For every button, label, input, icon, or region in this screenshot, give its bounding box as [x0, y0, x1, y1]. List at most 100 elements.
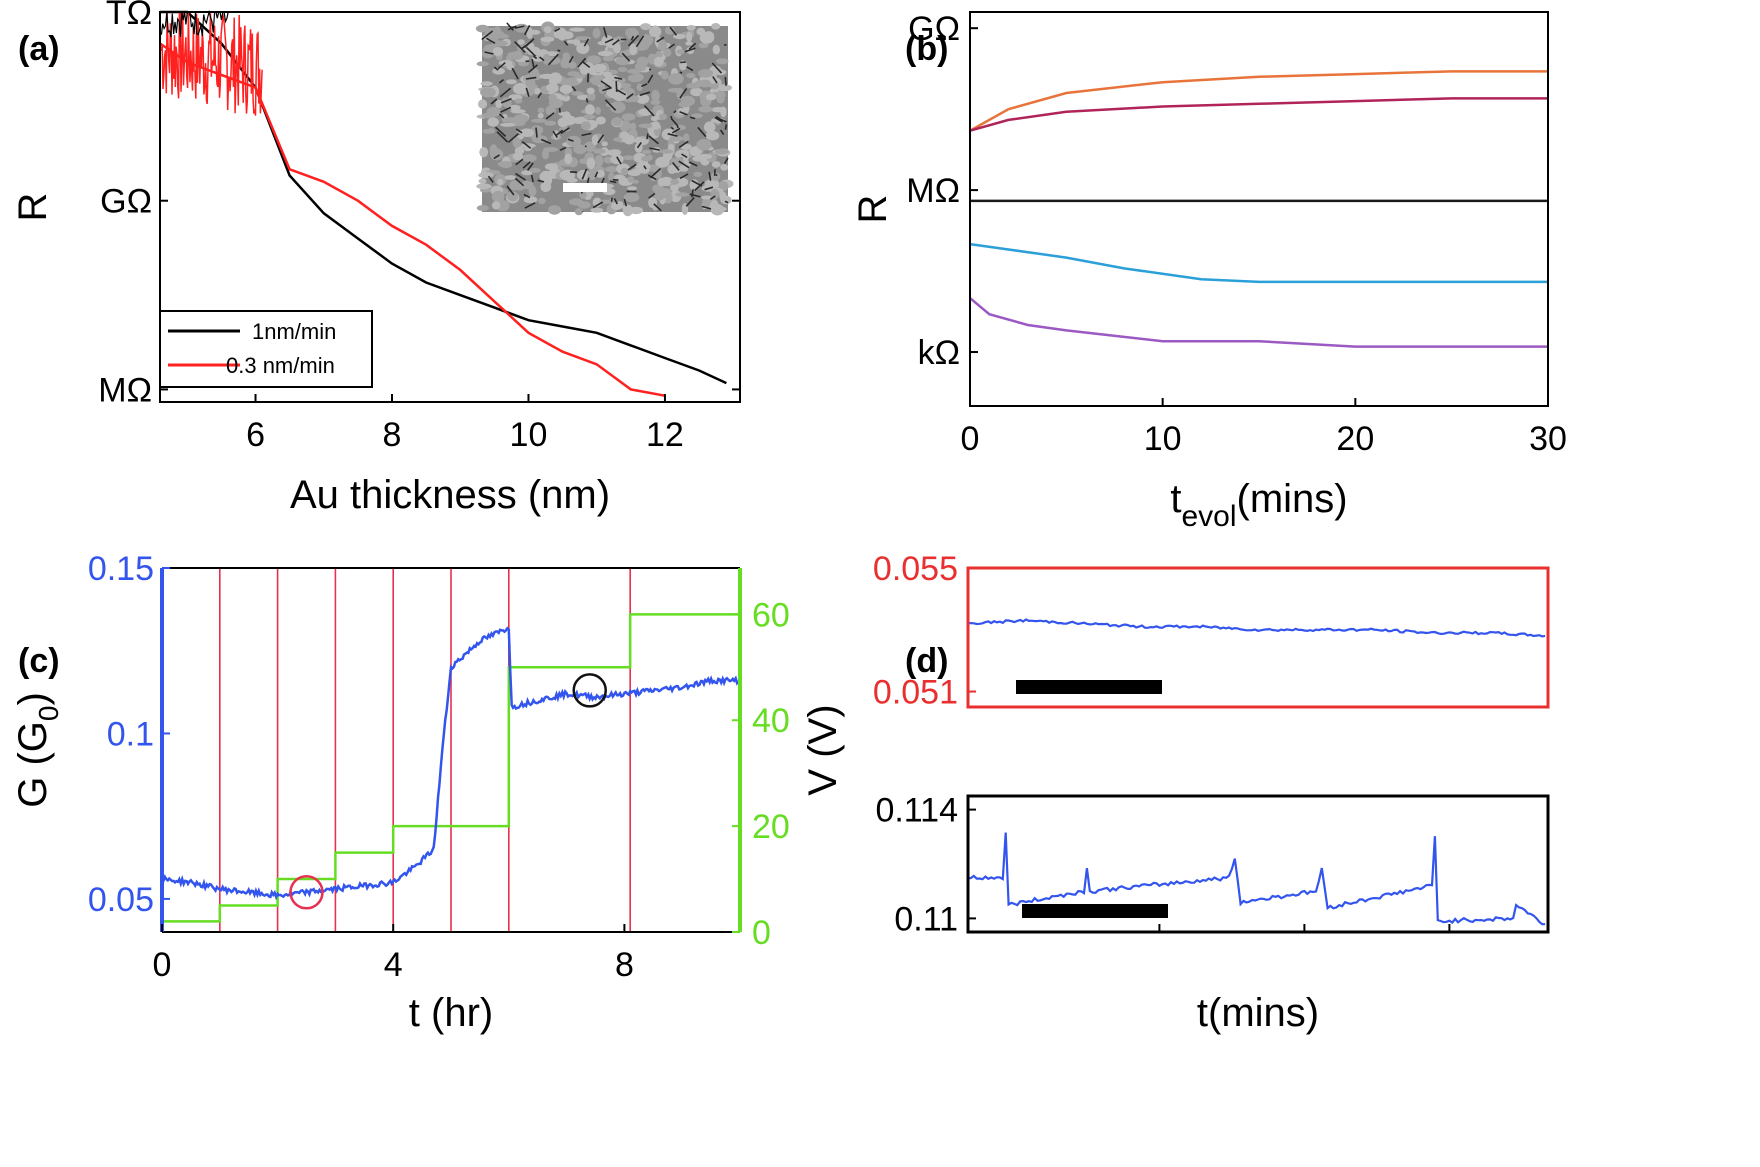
sem-grain [625, 27, 639, 40]
sem-grain [497, 178, 504, 186]
sem-grain [623, 192, 640, 203]
sem-crack [616, 89, 627, 96]
sem-crack [521, 140, 532, 149]
sem-crack [647, 74, 654, 84]
sem-crack [581, 168, 588, 180]
sem-grain [690, 87, 703, 97]
sem-crack [641, 83, 648, 88]
sem-crack [685, 197, 695, 207]
sem-grain [627, 176, 635, 183]
sem-grain [543, 26, 552, 34]
sem-grain [704, 179, 720, 190]
sem-crack [684, 47, 696, 53]
sem-grain [664, 26, 675, 35]
sem-grain [632, 179, 639, 184]
y-tick-label: MΩ [98, 371, 152, 409]
sem-crack [530, 174, 534, 183]
plot-frame [159, 11, 741, 403]
sem-grain [609, 80, 622, 92]
sem-crack [671, 118, 679, 127]
sem-grain [519, 128, 535, 137]
y-tick-label: kΩ [918, 334, 960, 372]
sem-grain [611, 117, 623, 127]
sem-crack [545, 112, 555, 120]
sem-grain [491, 201, 501, 210]
series-line-bottom [967, 832, 1546, 926]
panel-label-c: (c) [18, 642, 60, 680]
sem-grain [548, 93, 558, 103]
x-tick-label: 8 [383, 416, 402, 454]
sem-grain [626, 186, 638, 191]
sem-grain [667, 88, 684, 93]
sem-crack [597, 134, 605, 144]
sem-grain [642, 149, 652, 155]
scale-bar-bottom [1022, 904, 1168, 918]
sem-grain [680, 143, 692, 150]
sem-grain [611, 202, 623, 211]
sem-grain [681, 95, 695, 107]
sem-grain [659, 149, 674, 154]
plot-frame [969, 11, 1549, 407]
sem-grain [512, 82, 529, 95]
sem-crack [500, 106, 512, 113]
y2-tick-label: 40 [752, 702, 790, 740]
sem-grain [593, 148, 606, 154]
sem-crack [614, 76, 623, 80]
sem-grain [605, 166, 619, 173]
sem-crack [636, 142, 642, 149]
panel-d: 0.051 0.055 0.11 0.114 t(mins) [873, 550, 1550, 1035]
sem-grain [710, 188, 720, 200]
sem-crack [506, 185, 515, 196]
sem-crack [506, 22, 514, 31]
sem-crack [568, 55, 574, 64]
sem-crack [678, 160, 690, 169]
sem-grain [629, 43, 638, 56]
sem-grain [584, 104, 595, 115]
y2-axis-label: V (V) [801, 704, 845, 795]
x-axis-label-suffix: (mins) [1237, 477, 1348, 521]
sem-grain [586, 157, 596, 170]
sem-crack [523, 193, 531, 199]
x-tick-label: 12 [646, 416, 684, 454]
sem-crack [500, 97, 512, 104]
sem-grain [678, 165, 689, 172]
sem-grain [508, 52, 524, 60]
sem-crack [493, 66, 499, 71]
sem-grain [500, 122, 516, 127]
sem-grain [576, 42, 590, 55]
y2-tick-label: 20 [752, 808, 790, 846]
sem-grain [628, 206, 644, 215]
sem-grain [698, 69, 713, 78]
sem-grain [601, 141, 608, 147]
sem-grain [583, 114, 596, 120]
sem-grain [655, 156, 670, 168]
sem-crack [559, 146, 567, 152]
sem-crack [678, 140, 689, 149]
sem-grain [584, 141, 596, 152]
sem-crack [537, 92, 542, 99]
sem-grain [512, 152, 523, 161]
sem-grain [542, 53, 551, 65]
sem-grain [532, 87, 541, 95]
sem-grain [544, 163, 559, 171]
series-line-black [160, 10, 727, 385]
sem-grain [478, 172, 494, 179]
sem-grain [711, 161, 721, 168]
sem-grain [711, 23, 721, 30]
sem-crack [669, 26, 678, 36]
sem-grain [577, 201, 591, 209]
sem-crack [525, 76, 537, 80]
sem-grain [548, 205, 561, 215]
panel-label-d: (d) [905, 642, 948, 680]
sem-grain [528, 29, 541, 35]
sem-crack [499, 87, 512, 98]
sem-grain [531, 118, 547, 123]
sem-crack [609, 180, 617, 184]
sem-crack [592, 201, 604, 209]
sem-grain [512, 183, 524, 190]
y2-tick-label: 0 [752, 914, 771, 952]
sem-crack [554, 27, 561, 33]
sem-grain [698, 153, 712, 160]
sem-grain [525, 79, 536, 88]
sem-crack [630, 35, 635, 41]
